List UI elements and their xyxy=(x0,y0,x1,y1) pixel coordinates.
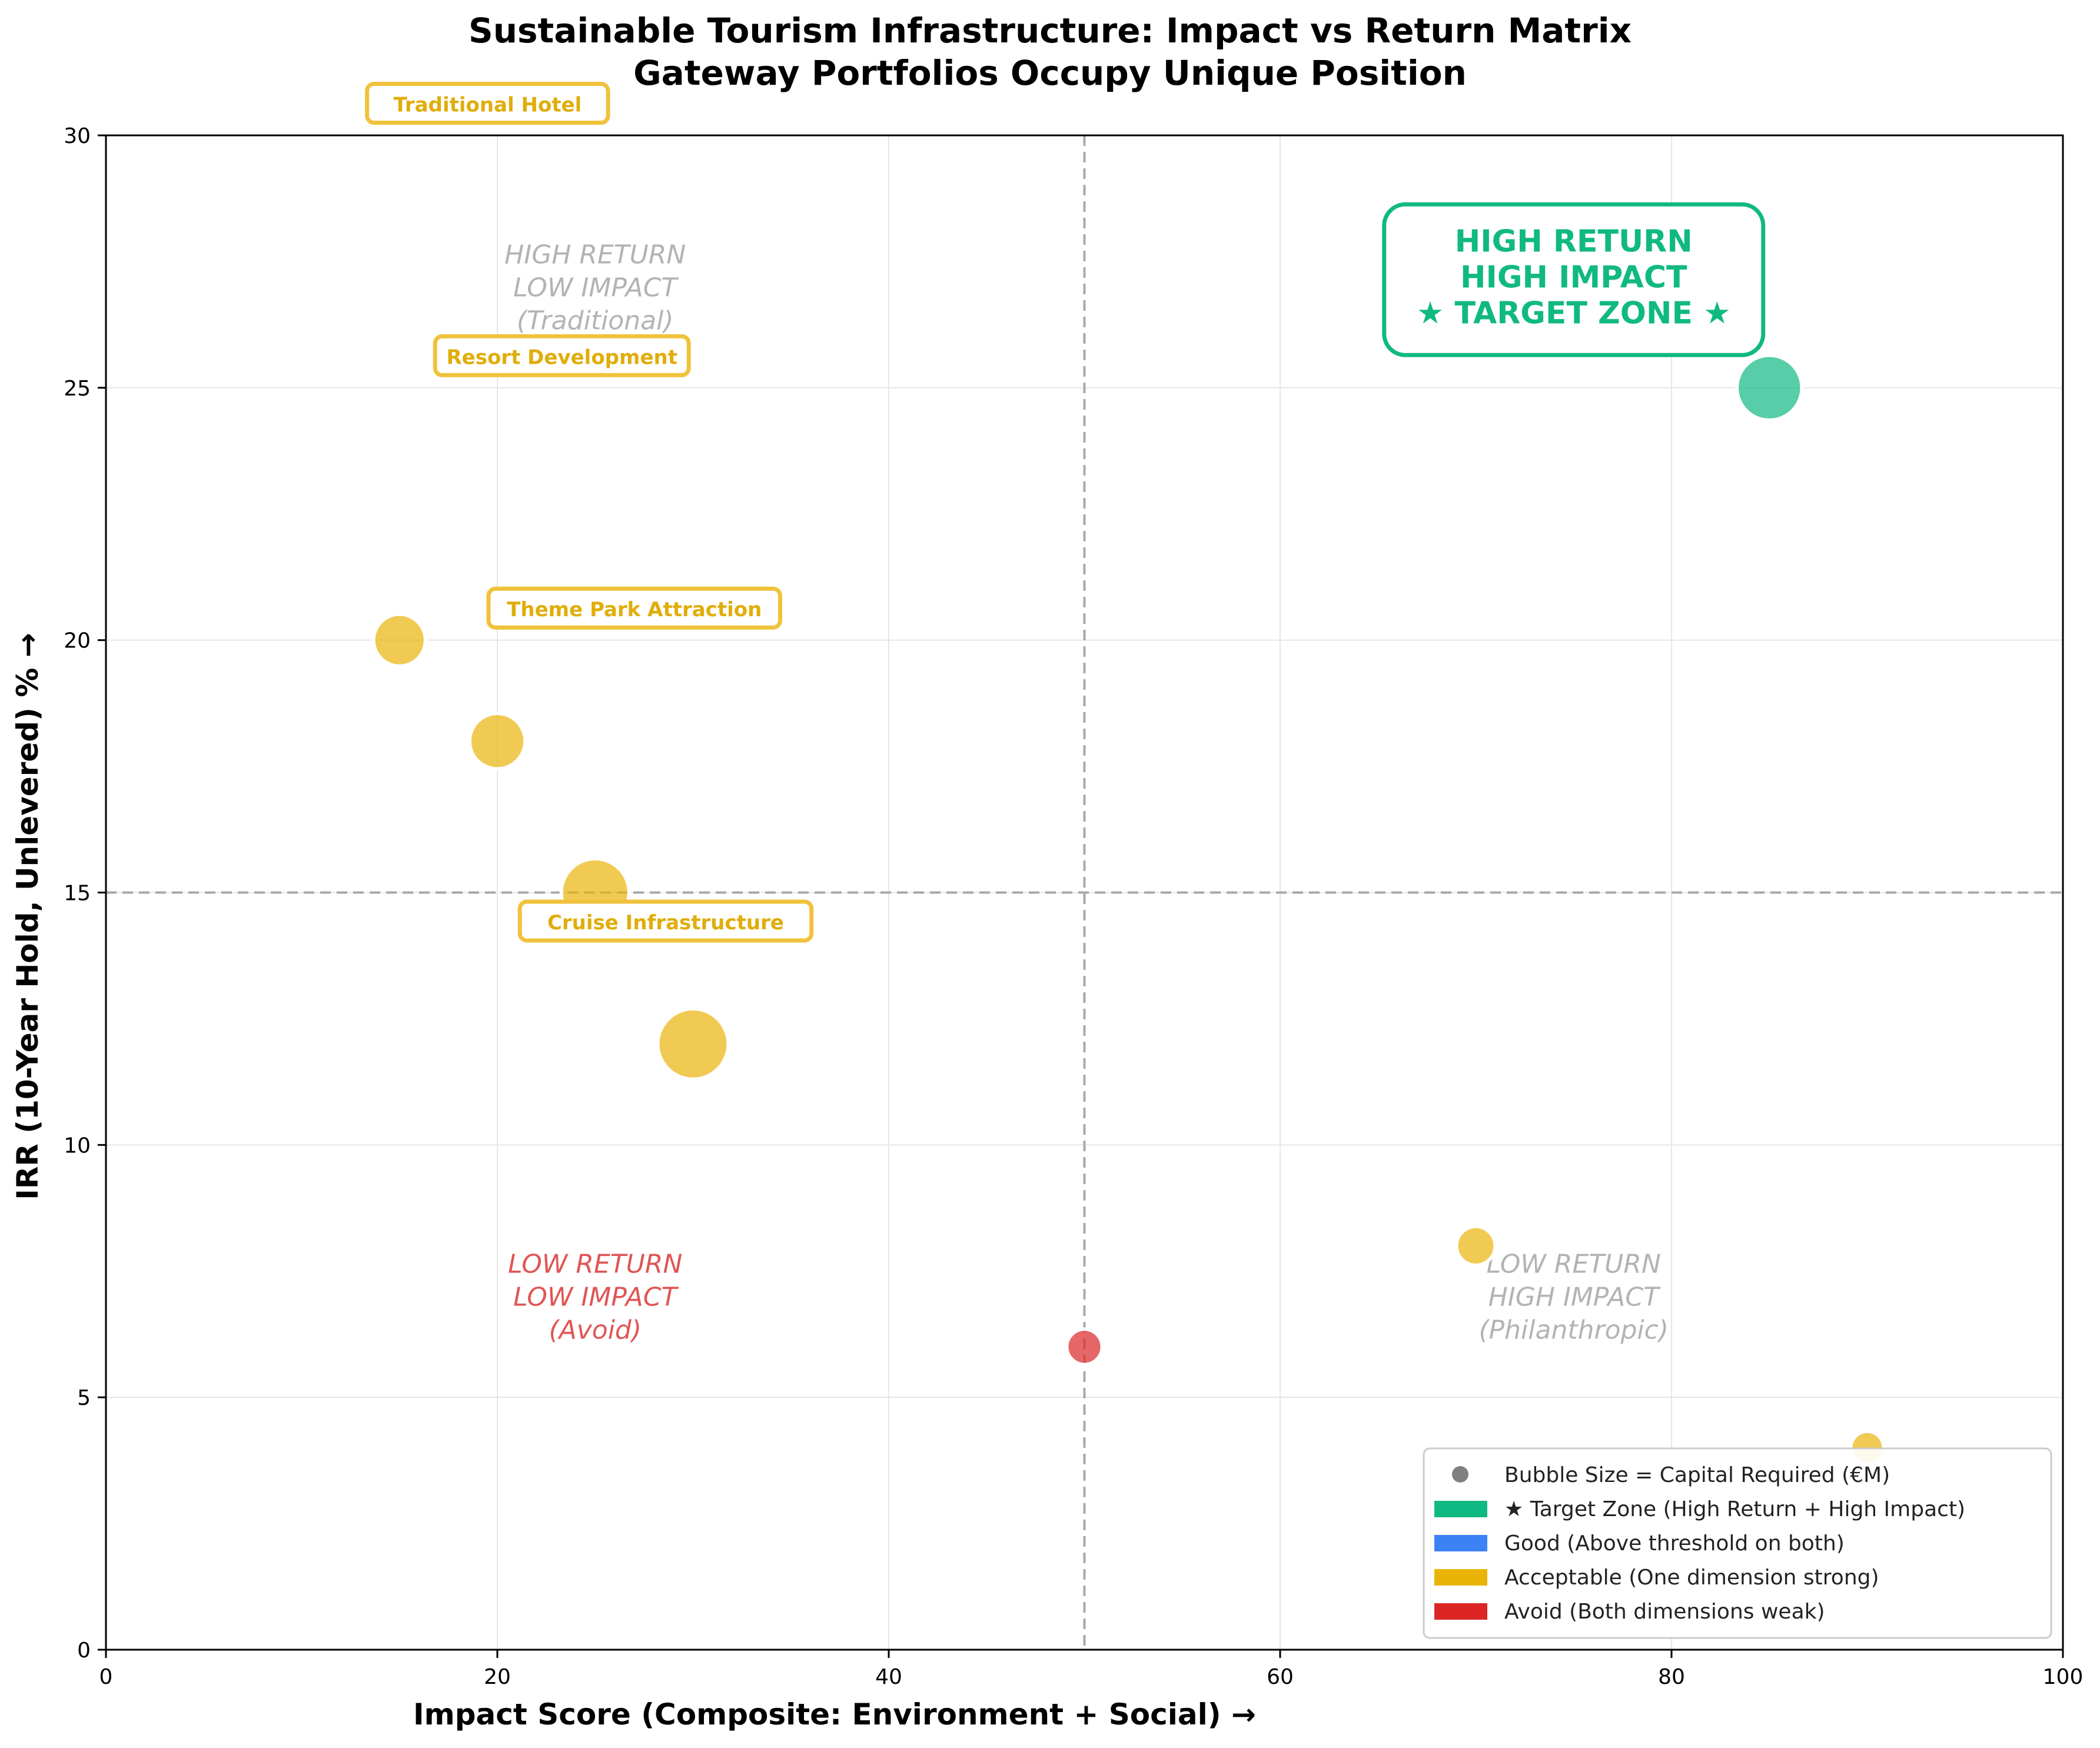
threshold-lines xyxy=(106,135,2063,1650)
target-zone-line: HIGH IMPACT xyxy=(1460,260,1687,295)
y-tick-label: 15 xyxy=(64,882,91,906)
legend-entry-label: Avoid (Both dimensions weak) xyxy=(1504,1600,1825,1624)
data-point xyxy=(371,612,427,668)
data-points xyxy=(371,353,1886,1466)
y-tick-label: 30 xyxy=(64,124,91,148)
x-tick-label: 20 xyxy=(484,1665,511,1689)
point-label-box xyxy=(517,899,814,943)
x-tick-label: 80 xyxy=(1658,1665,1685,1689)
data-point xyxy=(656,1006,730,1081)
legend-marker-patch xyxy=(1434,1535,1487,1551)
point-label-text: Traditional Hotel xyxy=(393,94,582,117)
target-zone-line: HIGH RETURN xyxy=(1455,224,1693,259)
axis-ticks: 0 20 40 60 80 100 0 5 10 15 20 25 30 xyxy=(64,124,2083,1689)
y-tick-label: 10 xyxy=(64,1134,91,1158)
target-zone-line: ★ TARGET ZONE ★ xyxy=(1417,295,1731,331)
quadrant-label-line: LOW IMPACT xyxy=(513,272,679,303)
data-point xyxy=(1065,1327,1104,1367)
legend-marker-patch xyxy=(1434,1603,1487,1620)
point-label-text: Resort Development xyxy=(446,345,677,369)
chart-subtitle: Gateway Portfolios Occupy Unique Positio… xyxy=(633,53,1467,93)
x-tick-label: 0 xyxy=(99,1665,113,1689)
x-axis-label: Impact Score (Composite: Environment + S… xyxy=(413,1697,1256,1732)
point-label-text: Cruise Infrastructure xyxy=(547,911,784,935)
x-tick-label: 100 xyxy=(2043,1665,2084,1689)
data-point xyxy=(1454,1224,1497,1267)
data-point xyxy=(467,712,527,771)
quadrant-label-line: (Philanthropic) xyxy=(1478,1315,1669,1345)
legend-box xyxy=(1423,1447,2052,1639)
y-tick-label: 25 xyxy=(64,377,91,401)
y-axis-label: IRR (10-Year Hold, Unlevered) % → xyxy=(11,633,45,1199)
point-label-box xyxy=(486,586,782,630)
data-point xyxy=(1735,353,1804,423)
quadrant-label-line: LOW IMPACT xyxy=(513,1282,679,1312)
target-zone-box xyxy=(1382,202,1766,357)
legend-entry-label: ★ Target Zone (High Return + High Impact… xyxy=(1504,1497,1965,1521)
legend-marker-patch xyxy=(1434,1569,1487,1586)
legend-entry-label: Bubble Size = Capital Required (€M) xyxy=(1504,1463,1890,1487)
quadrant-label-line: HIGH IMPACT xyxy=(1488,1282,1661,1312)
chart-title: Sustainable Tourism Infrastructure: Impa… xyxy=(468,11,1632,51)
legend-entry-label: Good (Above threshold on both) xyxy=(1504,1531,1845,1556)
x-tick-label: 40 xyxy=(875,1665,902,1689)
quadrant-label-line: (Avoid) xyxy=(549,1315,642,1345)
quadrant-label-line: LOW RETURN xyxy=(1487,1249,1661,1280)
legend-marker-patch xyxy=(1434,1501,1487,1517)
quadrant-label-line: HIGH RETURN xyxy=(504,240,686,270)
quadrant-label-line: (Traditional) xyxy=(517,305,673,335)
y-tick-label: 5 xyxy=(77,1386,91,1410)
point-label-box xyxy=(365,82,610,125)
y-tick-label: 20 xyxy=(64,629,91,653)
point-labels: Traditional Hotel Resort Development Theme… xyxy=(365,82,814,943)
quadrant-label-line: LOW RETURN xyxy=(508,1249,682,1280)
point-label-text: Theme Park Attraction xyxy=(507,598,762,622)
legend-marker-dot xyxy=(1452,1466,1468,1483)
point-label-box xyxy=(433,334,691,377)
y-tick-label: 0 xyxy=(77,1639,91,1663)
legend-entry-label: Acceptable (One dimension strong) xyxy=(1504,1566,1879,1590)
x-tick-label: 60 xyxy=(1267,1665,1294,1689)
legend: Bubble Size = Capital Required (€M) ★ Tar… xyxy=(1423,1447,2052,1639)
